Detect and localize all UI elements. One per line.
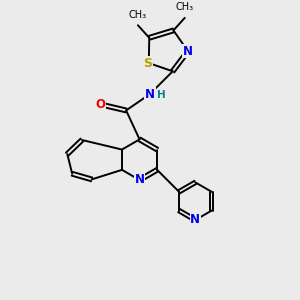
Text: N: N — [190, 214, 200, 226]
Text: N: N — [135, 173, 145, 187]
Text: O: O — [96, 98, 106, 111]
Text: S: S — [143, 57, 152, 70]
Text: CH₃: CH₃ — [176, 2, 194, 13]
Text: H: H — [158, 90, 166, 100]
Text: N: N — [183, 45, 193, 58]
Text: CH₃: CH₃ — [129, 10, 147, 20]
Text: N: N — [145, 88, 155, 100]
